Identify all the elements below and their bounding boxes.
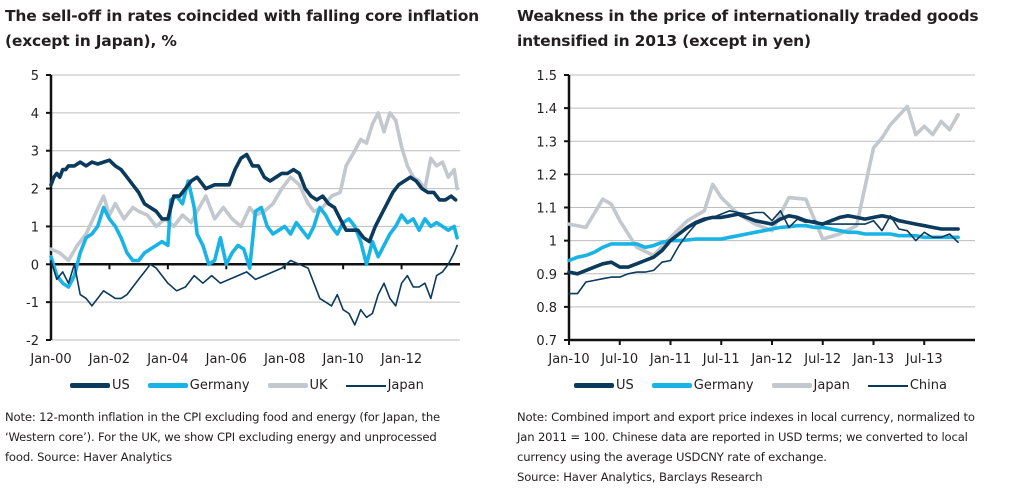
series-line-japan <box>567 104 960 258</box>
legend-label: UK <box>309 378 328 393</box>
y-tick-label: 1.1 <box>536 202 557 217</box>
legend-swatch-china <box>867 384 908 387</box>
chart-note: Note: 12-month inflation in the CPI excl… <box>5 407 510 467</box>
series-line-japan <box>50 244 458 326</box>
chart-note: Note: Combined import and export price i… <box>517 407 1022 487</box>
note-line: Note: 12-month inflation in the CPI excl… <box>5 410 441 424</box>
core-inflation-chart: -2 -1 0 1 2 3 4 5 Jan-00 Jan-02 Jan-04 Jan-06 Jan-08… <box>26 69 460 367</box>
chart-title: Weakness in the price of internationally… <box>517 7 979 50</box>
legend-item-germany[interactable]: Germany <box>147 378 250 393</box>
series-line-us <box>567 212 960 276</box>
y-tick-label: 5 <box>31 69 39 84</box>
note-line: currency using the average USDCNY rate o… <box>517 450 827 464</box>
legend-swatch-germany <box>147 383 188 388</box>
legend-item-us[interactable]: US <box>70 378 130 393</box>
panel-traded-goods-prices: Weakness in the price of internationally… <box>512 0 1024 495</box>
note-line: ‘Western core’). For the UK, we show CPI… <box>5 430 437 444</box>
x-tick-label: Jan-12 <box>380 352 422 367</box>
y-tick-label: 1.2 <box>536 168 557 183</box>
note-line: food. Source: Haver Analytics <box>5 450 172 464</box>
x-tick-label: Jan-13 <box>852 352 894 367</box>
series-line-us <box>49 152 458 244</box>
y-tick-label: -2 <box>26 334 39 349</box>
y-tick-label: 1.5 <box>536 69 557 84</box>
series-line-germany <box>567 223 960 263</box>
legend-label: Germany <box>189 378 250 393</box>
x-tick-label: Jul-13 <box>905 352 943 367</box>
y-tick-label: 0.7 <box>536 334 557 349</box>
legend-swatch-germany <box>651 383 692 388</box>
legend-item-uk[interactable]: UK <box>267 378 328 393</box>
x-tick-label: Jul-10 <box>600 352 638 367</box>
y-tick-label: 3 <box>31 145 39 160</box>
legend-label: US <box>112 378 130 393</box>
series-line-uk <box>49 111 459 263</box>
y-tick-label: 4 <box>31 107 39 122</box>
legend-item-germany[interactable]: Germany <box>651 378 754 393</box>
legend-label: China <box>909 378 947 393</box>
x-tick-label: Jan-00 <box>29 352 71 367</box>
note-line: Note: Combined import and export price i… <box>517 410 975 424</box>
legend-item-japan[interactable]: Japan <box>345 378 424 393</box>
x-tick-label: Jul-12 <box>803 352 841 367</box>
x-tick-label: Jul-11 <box>702 352 740 367</box>
series-line-china <box>568 210 959 295</box>
legend-label: Japan <box>387 378 424 393</box>
y-tick-label: 0.8 <box>536 301 557 316</box>
series-line-germany <box>49 179 459 289</box>
x-tick-label: Jan-12 <box>750 352 792 367</box>
legend-label: US <box>616 378 634 393</box>
x-tick-label: Jan-02 <box>88 352 130 367</box>
legend-item-us[interactable]: US <box>574 378 634 393</box>
legend-item-japan[interactable]: Japan <box>771 378 850 393</box>
legend-label: Japan <box>813 378 850 393</box>
panel-core-inflation: The sell-off in rates coincided with fal… <box>0 0 512 495</box>
y-tick-label: 1.3 <box>536 135 557 150</box>
note-line: Jan 2011 = 100. Chinese data are reporte… <box>517 430 968 444</box>
y-tick-label: 0 <box>31 258 39 273</box>
x-tick-label: Jan-10 <box>322 352 364 367</box>
y-tick-label: 2 <box>31 183 39 198</box>
legend-swatch-japan <box>345 384 386 387</box>
y-tick-label: 1 <box>549 235 557 250</box>
legend-label: Germany <box>693 378 754 393</box>
legend: US Germany UK Japan <box>70 378 442 393</box>
x-tick-label: Jan-11 <box>649 352 691 367</box>
x-tick-label: Jan-08 <box>263 352 305 367</box>
legend-swatch-japan <box>771 383 812 388</box>
note-line: Source: Haver Analytics, Barclays Resear… <box>517 470 763 484</box>
legend: US Germany Japan China <box>574 378 965 393</box>
chart-title: The sell-off in rates coincided with fal… <box>5 7 480 50</box>
legend-swatch-us <box>70 383 110 388</box>
y-tick-label: 1.4 <box>536 102 557 117</box>
legend-swatch-us <box>574 383 614 388</box>
legend-item-china[interactable]: China <box>867 378 947 393</box>
x-tick-label: Jan-06 <box>205 352 247 367</box>
x-tick-label: Jan-04 <box>146 352 188 367</box>
x-tick-label: Jan-10 <box>547 352 589 367</box>
traded-goods-price-chart: 0.7 0.8 0.9 1 1.1 1.2 1.3 1.4 1.5 Jan-10 Jul-10 Jan… <box>536 69 975 367</box>
y-tick-label: -1 <box>26 296 39 311</box>
y-tick-label: 0.9 <box>536 268 557 283</box>
legend-swatch-uk <box>267 383 308 388</box>
y-tick-label: 1 <box>31 220 39 235</box>
